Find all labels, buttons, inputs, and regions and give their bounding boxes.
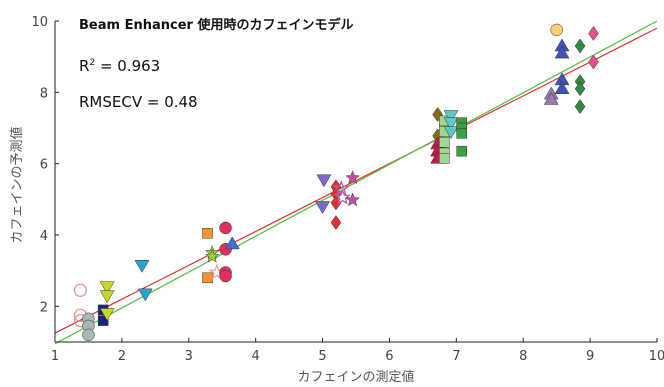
data-point [456, 145, 467, 157]
data-point [574, 38, 586, 54]
data-point [554, 45, 570, 59]
data-point [202, 227, 213, 239]
y-tick-label: 10 [31, 15, 48, 30]
data-point [332, 179, 350, 196]
data-point [97, 315, 109, 326]
x-axis-label: カフェインの測定値 [297, 369, 414, 385]
x-tick-label: 2 [118, 349, 126, 364]
data-point [443, 117, 459, 131]
data-point [134, 260, 150, 273]
r-squared-annotation: R2 = 0.963 [79, 57, 160, 75]
data-point [456, 128, 467, 139]
data-point [202, 272, 213, 284]
x-tick-label: 5 [318, 349, 326, 364]
x-tick-label: 10 [649, 349, 664, 364]
x-tick-label: 4 [252, 349, 260, 364]
data-point [443, 110, 459, 124]
data-point [439, 137, 450, 148]
x-tick-label: 3 [185, 349, 193, 364]
data-point [550, 23, 563, 37]
data-point [99, 281, 115, 295]
data-point [345, 170, 360, 185]
x-tick-label: 1 [51, 349, 59, 364]
data-point [574, 99, 586, 115]
data-points [73, 23, 599, 342]
x-tick-label: 7 [452, 349, 460, 364]
x-tick-labels: 1 2 3 4 5 6 7 8 9 10 [51, 338, 664, 364]
data-point [82, 328, 95, 342]
x-tick-label: 8 [519, 349, 527, 364]
chart-title: Beam Enhancer 使用時のカフェインモデル [79, 17, 353, 33]
y-tick-label: 6 [40, 158, 48, 173]
data-point [554, 81, 570, 95]
data-point [137, 288, 153, 302]
rmsecv-annotation: RMSECV = 0.48 [79, 93, 198, 111]
data-point [204, 248, 220, 263]
data-point [315, 201, 330, 214]
data-point [588, 54, 599, 70]
data-point [443, 126, 459, 140]
y-tick-label: 4 [40, 229, 48, 244]
y-axis-label: カフェインの予測値 [9, 126, 25, 243]
x-tick-label: 9 [586, 349, 594, 364]
data-point [219, 269, 232, 283]
data-point [574, 81, 586, 97]
data-point [588, 26, 599, 41]
data-point [330, 215, 342, 230]
data-point [99, 290, 115, 304]
r-squared-symbol: R [79, 57, 89, 75]
data-point [543, 91, 559, 105]
data-point [99, 308, 115, 321]
data-point [345, 192, 360, 207]
data-point [316, 174, 332, 188]
data-point [219, 221, 232, 235]
data-point [439, 153, 450, 164]
y-tick-labels: 2 4 6 8 10 [31, 15, 59, 315]
data-point [224, 236, 240, 250]
data-point [73, 283, 88, 297]
data-point [334, 188, 351, 205]
axes [54, 21, 657, 343]
y-tick-label: 8 [40, 86, 48, 101]
y-tick-label: 2 [40, 300, 48, 315]
x-tick-label: 6 [385, 349, 393, 364]
r-squared-superscript: 2 [89, 58, 95, 68]
r-squared-value: = 0.963 [95, 57, 160, 75]
